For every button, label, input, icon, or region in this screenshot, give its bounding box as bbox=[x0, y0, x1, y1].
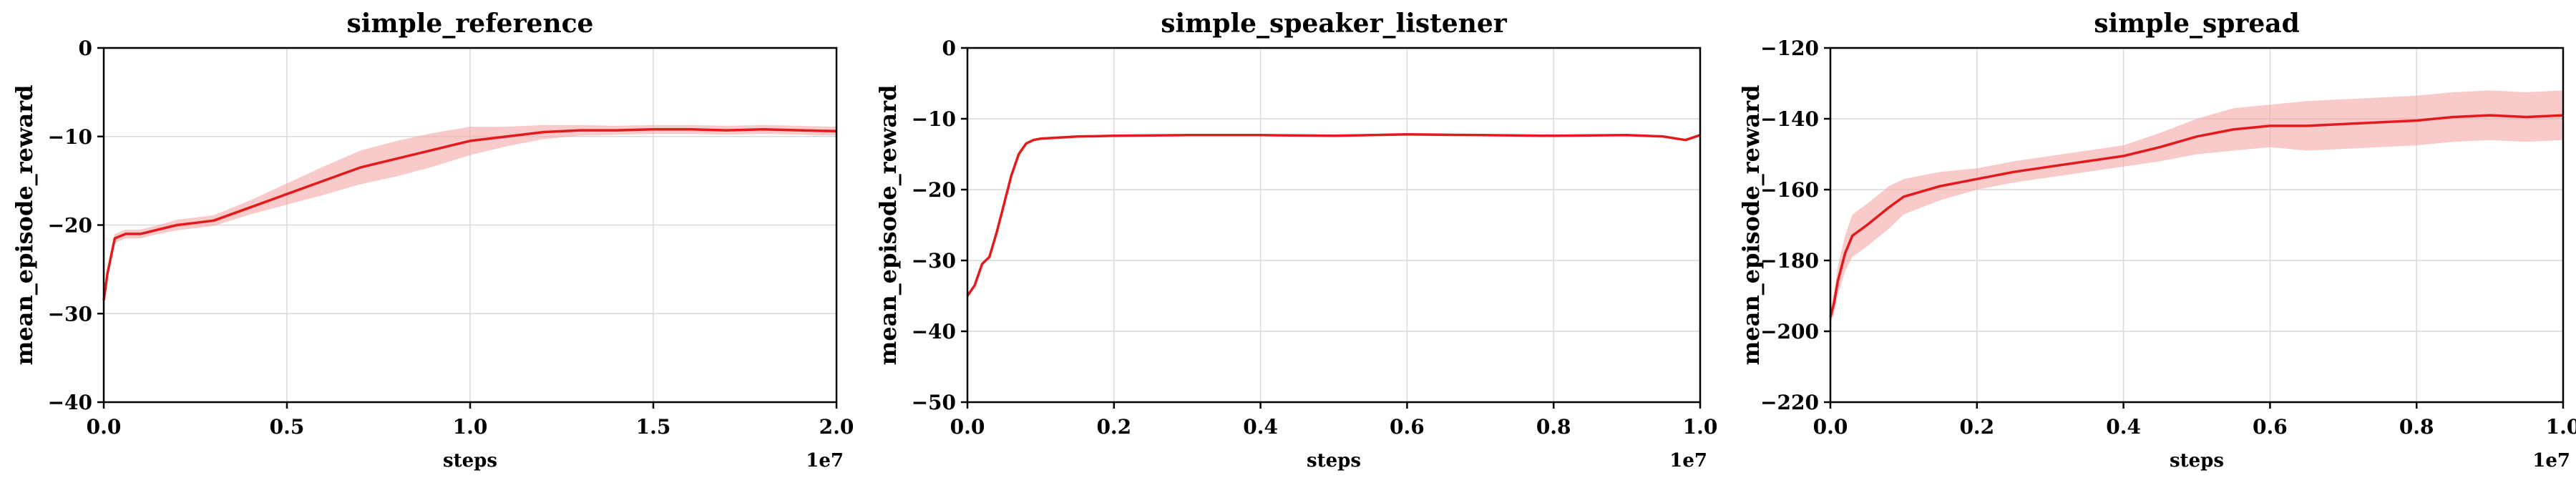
y-tick-label: −50 bbox=[912, 391, 956, 414]
x-tick-label: 0.6 bbox=[2253, 415, 2288, 439]
y-tick-label: −180 bbox=[1760, 249, 1819, 273]
y-tick-label: −40 bbox=[912, 320, 956, 343]
chart-panel-simple-reference: 0.0 0.5 1.0 1.5 2.0 −40 −30 −20 −10 0 simple_ref… bbox=[11, 9, 854, 472]
y-tick-label: −30 bbox=[912, 249, 956, 273]
x-tick-label: 1.5 bbox=[636, 415, 671, 439]
plot-frame bbox=[966, 47, 1702, 404]
x-tick-label: 0.0 bbox=[950, 415, 985, 439]
y-tick-label: 0 bbox=[79, 36, 92, 60]
x-tick-label: 0.8 bbox=[2399, 415, 2434, 439]
chart-panel-simple-spread: 0.0 0.2 0.4 0.6 0.8 1.0 −220−200−180−160−140−… bbox=[1737, 9, 2576, 472]
y-tick-label: −220 bbox=[1760, 391, 1819, 414]
y-ticks: −50 −40 −30 −20 −10 0 bbox=[912, 36, 967, 414]
x-tick-label: 0.2 bbox=[1959, 415, 1994, 439]
x-tick-label: 0.0 bbox=[1813, 415, 1848, 439]
x-tick-label: 1.0 bbox=[2546, 415, 2576, 439]
x-tick-label: 2.0 bbox=[819, 415, 854, 439]
y-axis-label: mean_episode_reward bbox=[1737, 85, 1765, 366]
chart-title: simple_reference bbox=[347, 9, 594, 39]
confidence-band bbox=[104, 125, 836, 303]
y-ticks: −220 −200 −180 −160 −140 −120 bbox=[1760, 36, 1830, 414]
y-tick-label: −20 bbox=[912, 178, 956, 202]
reward-line bbox=[966, 133, 1701, 297]
y-tick-label: −120 bbox=[1760, 36, 1819, 60]
y-tick-label: 0 bbox=[942, 36, 956, 60]
y-tick-label: −10 bbox=[912, 107, 956, 131]
confidence-band bbox=[1830, 90, 2563, 325]
chart-title: simple_speaker_listener bbox=[1161, 9, 1508, 39]
reward-line bbox=[102, 128, 837, 301]
x-tick-label: 0.4 bbox=[1243, 415, 1278, 439]
y-tick-label: −30 bbox=[48, 302, 92, 326]
x-tick-label: 0.0 bbox=[87, 415, 122, 439]
reward-line bbox=[1829, 114, 2564, 318]
x-tick-label: 1.0 bbox=[1683, 415, 1718, 439]
y-ticks: −40 −30 −20 −10 0 bbox=[48, 36, 104, 414]
x-offset-label: 1e7 bbox=[1669, 450, 1707, 472]
y-tick-label: −200 bbox=[1760, 320, 1819, 343]
plot-frame bbox=[1829, 47, 2565, 404]
x-tick-label: 0.5 bbox=[270, 415, 305, 439]
chart-title: simple_spread bbox=[2094, 9, 2300, 39]
x-ticks: 0.0 0.5 1.0 1.5 2.0 bbox=[87, 402, 854, 439]
chart-panel-simple-speaker-listener: 0.0 0.2 0.4 0.6 0.8 1.0 −50 −40 −30 −20 −10 0 simp… bbox=[874, 9, 1717, 472]
y-axis-label: mean_episode_reward bbox=[11, 85, 38, 366]
x-offset-label: 1e7 bbox=[806, 450, 844, 472]
y-axis-label: mean_episode_reward bbox=[874, 85, 902, 366]
grid bbox=[967, 47, 1701, 403]
x-axis-label: steps bbox=[2170, 450, 2224, 472]
y-tick-label: −140 bbox=[1760, 107, 1819, 131]
x-ticks: 0.0 0.2 0.4 0.6 0.8 1.0 bbox=[1813, 402, 2576, 439]
x-tick-label: 1.0 bbox=[453, 415, 488, 439]
y-tick-label: −160 bbox=[1760, 178, 1819, 202]
x-axis-label: steps bbox=[1307, 450, 1361, 472]
y-tick-label: −10 bbox=[48, 125, 92, 149]
x-axis-label: steps bbox=[443, 450, 497, 472]
y-tick-label: −40 bbox=[48, 391, 92, 414]
x-tick-label: 0.8 bbox=[1536, 415, 1571, 439]
x-tick-label: 0.4 bbox=[2106, 415, 2141, 439]
y-tick-label: −20 bbox=[48, 214, 92, 238]
x-tick-label: 0.2 bbox=[1096, 415, 1131, 439]
x-tick-label: 0.6 bbox=[1390, 415, 1425, 439]
x-offset-label: 1e7 bbox=[2532, 450, 2570, 472]
x-ticks: 0.0 0.2 0.4 0.6 0.8 1.0 bbox=[950, 402, 1718, 439]
